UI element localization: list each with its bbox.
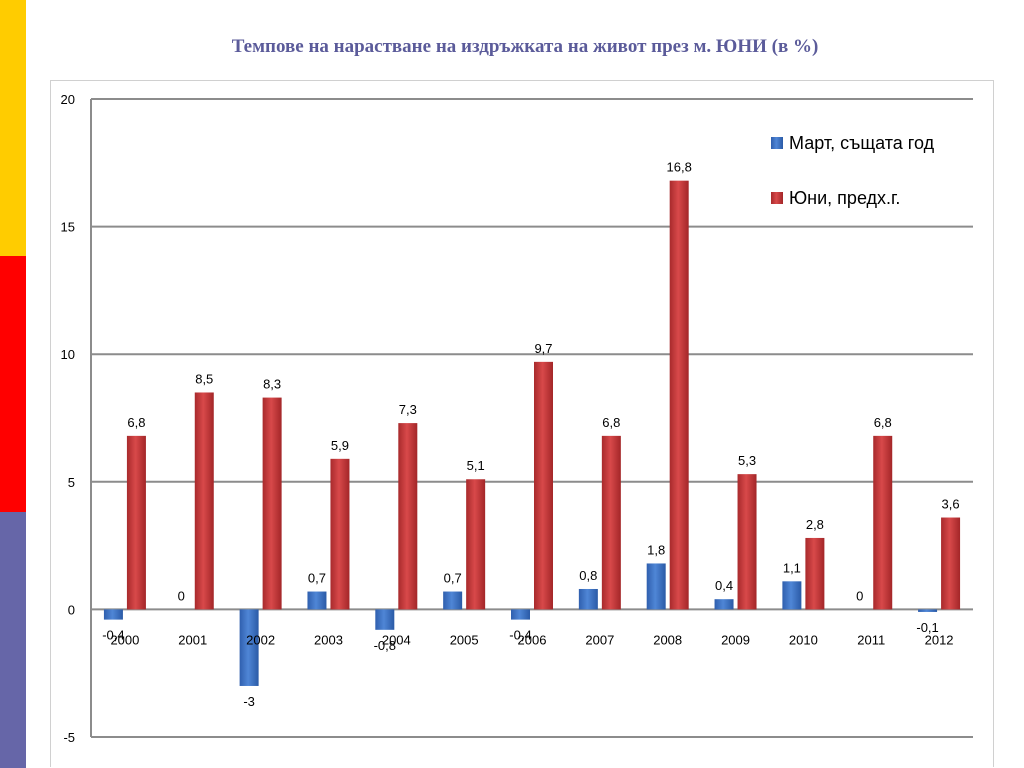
x-tick-label: 2011 — [857, 632, 885, 647]
data-label-march: -0,8 — [374, 638, 396, 653]
side-band-red — [0, 256, 26, 512]
bar-chart: -0,4 0 -3 0,7 -0,8 0,7 -0,4 0,8 1,8 0,4 1,1 0 -0,1 6,… — [61, 92, 973, 745]
data-label-march: 0,7 — [308, 571, 326, 586]
bar-march — [578, 588, 598, 610]
data-label-march: -0,4 — [102, 628, 124, 643]
data-label-march: 0 — [178, 588, 185, 603]
slide-title: Темпове на нарастване на издръжката на ж… — [231, 36, 819, 57]
bar-march — [443, 591, 463, 610]
x-tick-label: 2007 — [585, 632, 614, 647]
side-band-yellow — [0, 0, 26, 256]
data-label-june: 6,8 — [874, 415, 892, 430]
data-label-june: 6,8 — [602, 415, 620, 430]
legend-label-june: Юни, предх.г. — [789, 188, 900, 208]
data-label-june: 6,8 — [127, 415, 145, 430]
bar-june — [398, 423, 418, 610]
bar-march — [918, 609, 938, 612]
bar-june — [194, 392, 214, 610]
data-label-june: 5,1 — [467, 458, 485, 473]
x-tick-label: 2003 — [314, 632, 343, 647]
data-label-june: 2,8 — [806, 517, 824, 532]
data-label-june: 7,3 — [399, 402, 417, 417]
bar-june — [262, 397, 282, 610]
x-tick-label: 2001 — [178, 632, 207, 647]
y-tick-label: -5 — [63, 730, 75, 745]
y-tick-label: 15 — [61, 220, 75, 235]
x-tick-label: 2009 — [721, 632, 750, 647]
x-tick-label: 2012 — [925, 632, 954, 647]
bar-june — [126, 435, 146, 610]
data-label-june: 8,5 — [195, 371, 213, 386]
data-label-march: 0,4 — [715, 578, 733, 593]
data-label-march: 1,1 — [783, 560, 801, 575]
data-label-march: 0 — [856, 588, 863, 603]
bar-march — [375, 609, 395, 630]
bar-march — [307, 591, 327, 610]
x-tick-label: 2008 — [653, 632, 682, 647]
x-tick-label: 2000 — [110, 632, 139, 647]
bar-june — [330, 458, 350, 610]
data-label-march: 0,7 — [444, 571, 462, 586]
data-label-june: 16,8 — [667, 160, 692, 175]
data-label-march: 0,8 — [579, 568, 597, 583]
y-tick-label: 20 — [61, 92, 75, 107]
y-tick-label: 10 — [61, 347, 75, 362]
bar-march — [239, 609, 259, 686]
side-band-blue — [0, 512, 26, 768]
data-label-june: 9,7 — [534, 341, 552, 356]
x-tick-label: 2004 — [382, 632, 411, 647]
legend-swatch-march — [771, 137, 783, 149]
chart-frame: -0,4 0 -3 0,7 -0,8 0,7 -0,4 0,8 1,8 0,4 1,1 0 -0,1 6,… — [50, 80, 994, 767]
x-tick-label: 2010 — [789, 632, 818, 647]
data-label-march: -0,1 — [916, 620, 938, 635]
y-tick-label: 0 — [68, 602, 75, 617]
bar-march — [782, 581, 802, 610]
bar-june — [737, 474, 757, 610]
data-label-june: 5,9 — [331, 438, 349, 453]
bar-june — [601, 435, 621, 610]
data-label-june: 8,3 — [263, 377, 281, 392]
x-tick-label: 2002 — [246, 632, 275, 647]
bar-june — [534, 361, 553, 610]
bar-june — [873, 435, 893, 610]
bar-june — [805, 537, 825, 610]
legend-label-march: Март, същата год — [789, 133, 935, 153]
data-label-march: -0,4 — [509, 628, 531, 643]
bar-march — [714, 599, 734, 610]
bar-june — [941, 517, 961, 610]
data-label-march: 1,8 — [647, 542, 665, 557]
bar-march — [511, 609, 530, 620]
x-tick-label: 2005 — [450, 632, 479, 647]
x-tick-label: 2006 — [518, 632, 547, 647]
bar-march — [646, 563, 666, 610]
bar-june — [669, 180, 689, 610]
legend-swatch-june — [771, 192, 783, 204]
y-tick-label: 5 — [68, 475, 75, 490]
bar-march — [103, 609, 123, 620]
data-label-june: 3,6 — [942, 497, 960, 512]
bar-june — [466, 479, 486, 610]
data-label-june: 5,3 — [738, 453, 756, 468]
data-label-march: -3 — [243, 694, 255, 709]
